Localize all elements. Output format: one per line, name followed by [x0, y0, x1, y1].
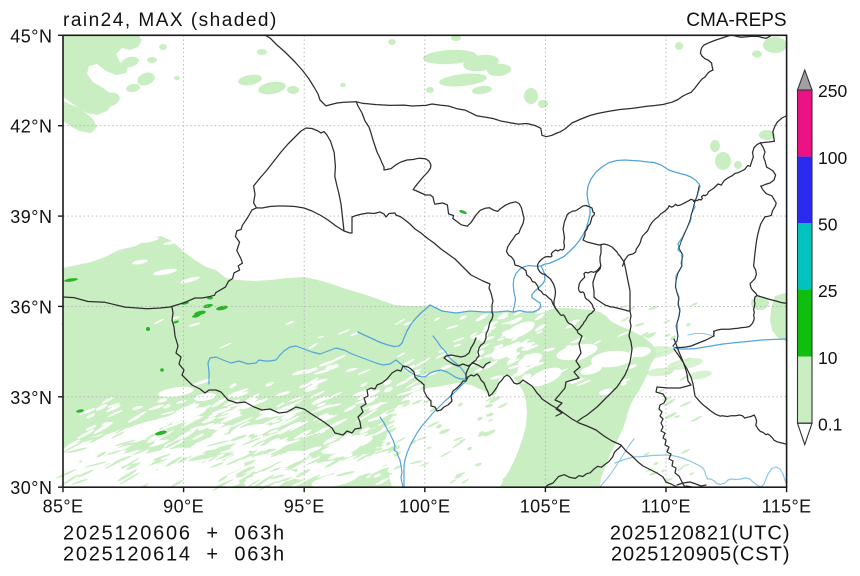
svg-text:CMA-REPS: CMA-REPS	[686, 10, 786, 31]
svg-text:25: 25	[818, 281, 837, 301]
svg-text:85°E: 85°E	[43, 496, 84, 516]
svg-text:33°N: 33°N	[10, 388, 52, 408]
svg-text:2025120606 + 063h: 2025120606 + 063h	[63, 523, 286, 545]
svg-text:90°E: 90°E	[163, 496, 204, 516]
svg-text:36°N: 36°N	[10, 297, 52, 317]
svg-text:100: 100	[818, 148, 847, 168]
svg-text:95°E: 95°E	[284, 496, 325, 516]
svg-text:100°E: 100°E	[399, 496, 450, 516]
svg-text:250: 250	[818, 81, 847, 101]
svg-text:2025120614 + 063h: 2025120614 + 063h	[63, 544, 286, 566]
svg-text:42°N: 42°N	[10, 117, 52, 137]
svg-text:45°N: 45°N	[10, 26, 52, 46]
svg-text:39°N: 39°N	[10, 207, 52, 227]
svg-text:110°E: 110°E	[641, 496, 691, 516]
svg-text:30°N: 30°N	[10, 478, 52, 498]
svg-text:50: 50	[818, 215, 838, 235]
svg-text:10: 10	[818, 348, 838, 368]
svg-text:2025120905(CST): 2025120905(CST)	[611, 544, 791, 566]
svg-text:115°E: 115°E	[762, 496, 812, 516]
svg-text:2025120821(UTC): 2025120821(UTC)	[610, 523, 791, 545]
svg-text:0.1: 0.1	[818, 414, 842, 434]
svg-text:rain24, MAX (shaded): rain24, MAX (shaded)	[63, 10, 278, 31]
svg-text:105°E: 105°E	[520, 496, 571, 516]
